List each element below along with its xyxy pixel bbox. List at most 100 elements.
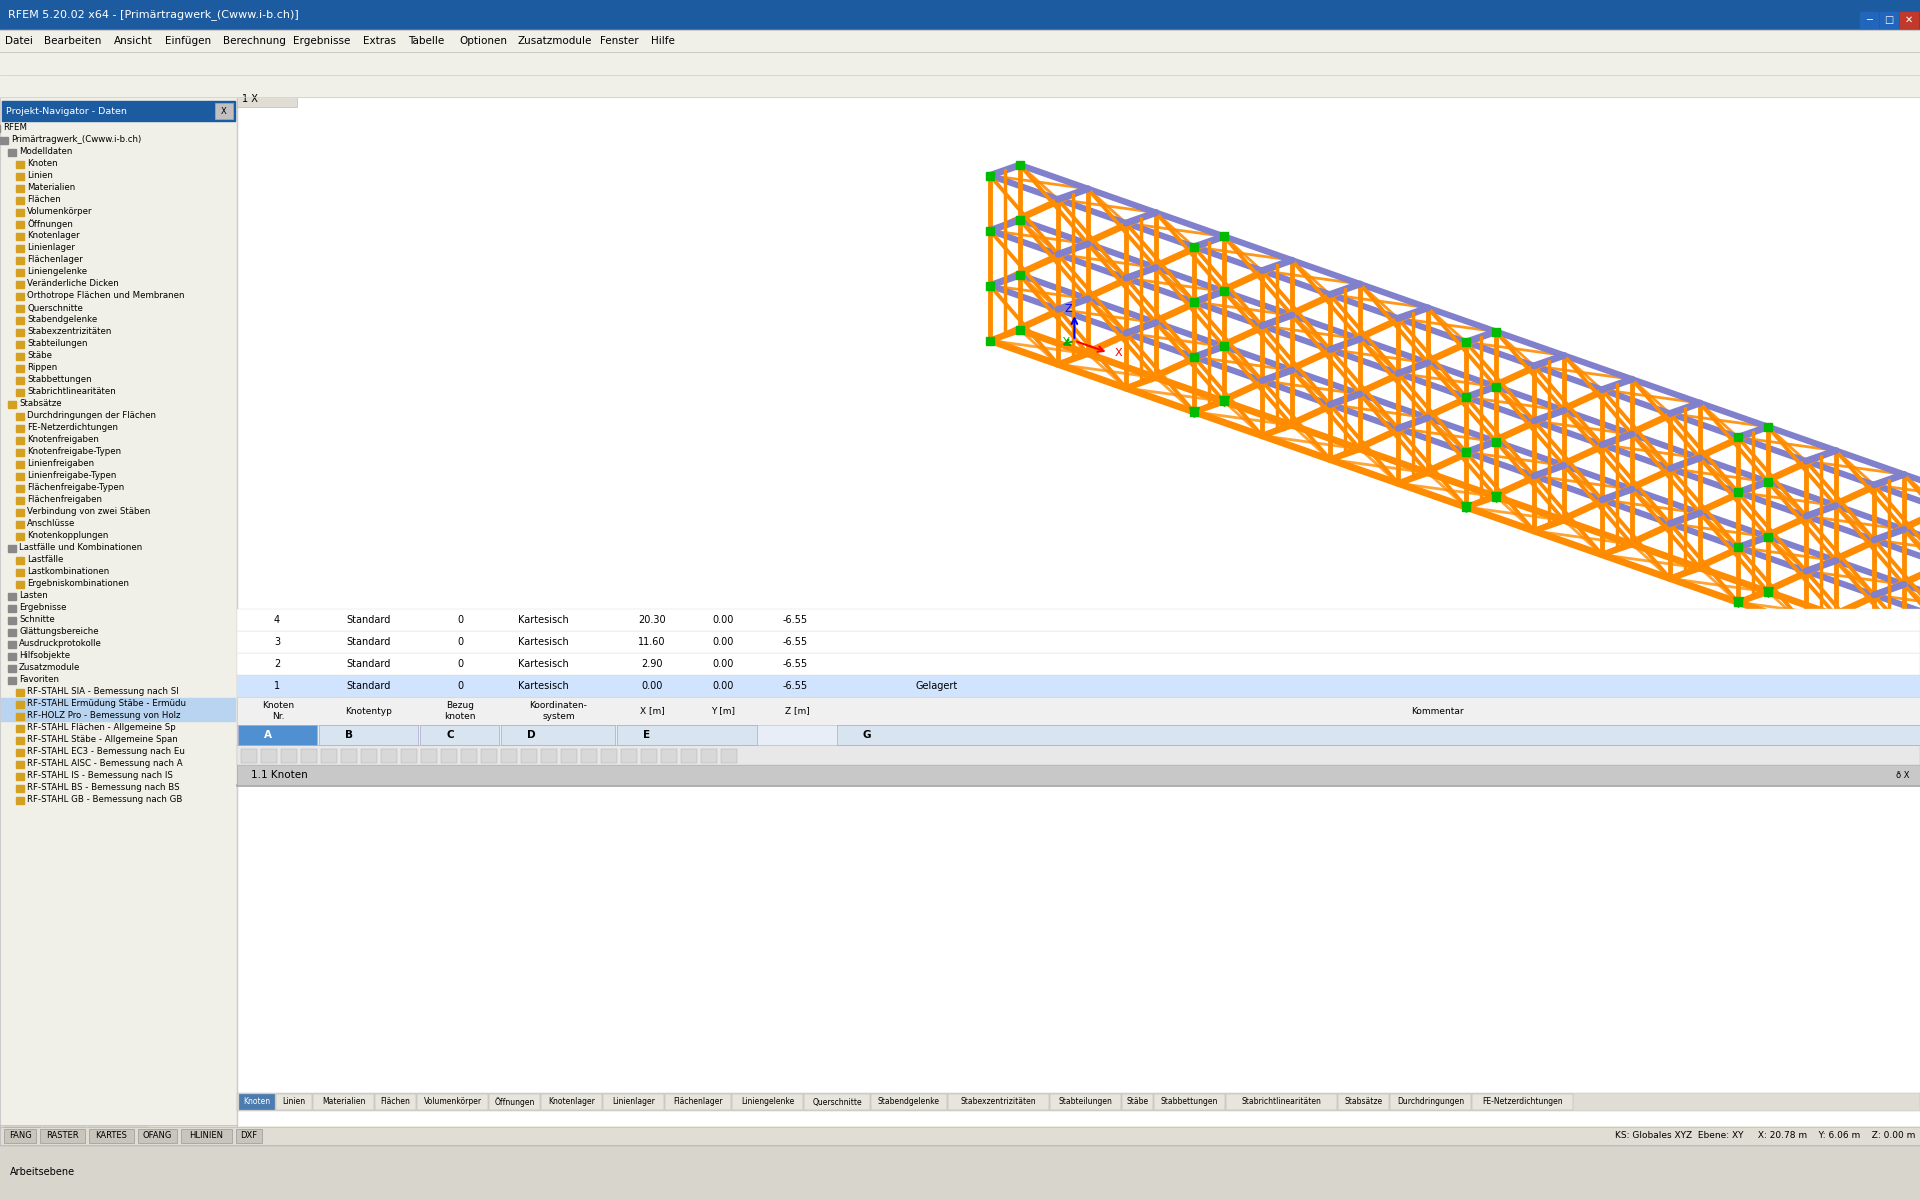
Text: Orthotrope Flächen und Membranen: Orthotrope Flächen und Membranen [27, 292, 184, 300]
Bar [8, 665, 15, 672]
Bar [236, 674, 1920, 697]
Bar [490, 1094, 540, 1110]
Text: Knotenkopplungen: Knotenkopplungen [27, 532, 108, 540]
Bar [1390, 1094, 1471, 1110]
Bar [319, 725, 419, 745]
Text: B: B [346, 730, 353, 740]
Bar [15, 293, 23, 300]
Bar [420, 725, 499, 745]
Text: RFEM 5.20.02 x64 - [Primärtragwerk_(Cwww.i-b.ch)]: RFEM 5.20.02 x64 - [Primärtragwerk_(Cwww… [8, 10, 300, 20]
Text: 0.00: 0.00 [712, 659, 733, 670]
Text: RF-STAHL EC3 - Bemessung nach Eu: RF-STAHL EC3 - Bemessung nach Eu [27, 748, 184, 756]
Text: E: E [643, 730, 651, 740]
Text: Flächenlager: Flächenlager [27, 256, 83, 264]
Bar [238, 725, 317, 745]
Bar [15, 473, 23, 480]
Text: 0.00: 0.00 [712, 680, 733, 691]
Bar [2, 101, 234, 121]
Text: DXF: DXF [240, 1132, 257, 1140]
Text: Liniengelenke: Liniengelenke [27, 268, 86, 276]
Text: RF-HOLZ Pro - Bemessung von Holz: RF-HOLZ Pro - Bemessung von Holz [27, 712, 180, 720]
Text: Kartesisch: Kartesisch [518, 680, 568, 691]
Text: X: X [1114, 348, 1121, 358]
Text: Favoriten: Favoriten [19, 676, 60, 684]
Bar [948, 1094, 1048, 1110]
Text: Standard: Standard [348, 680, 392, 691]
Text: RASTER: RASTER [46, 1132, 79, 1140]
Bar [701, 749, 716, 763]
Bar [236, 745, 1920, 766]
Text: Gelagert: Gelagert [916, 680, 958, 691]
Bar [4, 1127, 40, 1142]
Bar [561, 749, 578, 763]
Text: RF-STAHL Stäbe - Allgemeine Span: RF-STAHL Stäbe - Allgemeine Span [27, 736, 179, 744]
Bar [361, 749, 376, 763]
Text: Stabexzentrizitäten: Stabexzentrizitäten [27, 328, 111, 336]
Bar [301, 749, 317, 763]
Bar [15, 161, 23, 168]
Text: -6.55: -6.55 [783, 659, 808, 670]
Text: □: □ [1884, 14, 1893, 25]
Text: Öffnungen: Öffnungen [493, 1097, 534, 1106]
Text: Lasten: Lasten [19, 592, 48, 600]
Bar [520, 749, 538, 763]
Text: Lastkombinationen: Lastkombinationen [27, 568, 109, 576]
Bar [342, 749, 357, 763]
Text: KARTES: KARTES [96, 1132, 127, 1140]
Text: Knoten
Nr.: Knoten Nr. [261, 701, 294, 721]
Bar [236, 653, 1920, 674]
Text: Stabteilungen: Stabteilungen [1058, 1098, 1112, 1106]
Text: Zeigen: Zeigen [48, 1130, 81, 1140]
Text: Materialien: Materialien [323, 1098, 365, 1106]
Text: Fenster: Fenster [599, 36, 637, 46]
Bar [0, 97, 236, 1145]
Text: FE-Netzerdichtungen: FE-Netzerdichtungen [27, 424, 117, 432]
Bar [215, 103, 232, 119]
Text: Veränderliche Dicken: Veränderliche Dicken [27, 280, 119, 288]
Text: Schnitte: Schnitte [19, 616, 56, 624]
Text: -6.55: -6.55 [783, 614, 808, 625]
Bar [15, 329, 23, 336]
Text: Y: Y [1064, 337, 1069, 347]
Text: Stabexzentrizitäten: Stabexzentrizitäten [960, 1098, 1037, 1106]
Text: FE-Netzerdichtungen: FE-Netzerdichtungen [1482, 1098, 1563, 1106]
Text: Z: Z [1064, 305, 1071, 314]
Text: Primärtragwerk_(Cwww.i-b.ch): Primärtragwerk_(Cwww.i-b.ch) [12, 136, 142, 144]
Text: 1: 1 [275, 680, 280, 691]
Text: Bearbeiten: Bearbeiten [44, 36, 102, 46]
Bar [1901, 12, 1918, 28]
Text: Ansicht: Ansicht [113, 36, 154, 46]
Bar [15, 797, 23, 804]
Bar [1227, 1094, 1336, 1110]
Bar [380, 749, 397, 763]
Bar [15, 173, 23, 180]
Text: 0: 0 [457, 614, 463, 625]
Bar [501, 725, 614, 745]
Text: Stabrichtlinearitäten: Stabrichtlinearitäten [1242, 1098, 1321, 1106]
Text: Anschlüsse: Anschlüsse [27, 520, 75, 528]
Bar [15, 257, 23, 264]
Text: Knotenlager: Knotenlager [547, 1098, 595, 1106]
Bar [8, 593, 15, 600]
Text: G: G [862, 730, 872, 740]
Bar [682, 749, 697, 763]
Bar [1880, 12, 1899, 28]
Bar [15, 461, 23, 468]
Text: Ergebniskombinationen: Ergebniskombinationen [27, 580, 129, 588]
Bar [15, 485, 23, 492]
Bar [15, 581, 23, 588]
Bar [313, 1094, 374, 1110]
Bar [2, 698, 234, 709]
Text: Projekt-Navigator - Daten: Projekt-Navigator - Daten [6, 107, 127, 115]
Bar [1050, 1094, 1121, 1110]
Text: Ausdruckprotokolle: Ausdruckprotokolle [19, 640, 102, 648]
Bar [541, 1094, 603, 1110]
Text: RFEM: RFEM [4, 124, 27, 132]
Text: RF-STAHL IS - Bemessung nach IS: RF-STAHL IS - Bemessung nach IS [27, 772, 173, 780]
Text: Knoten: Knoten [244, 1098, 271, 1106]
Bar [15, 725, 23, 732]
Text: Kartesisch: Kartesisch [518, 614, 568, 625]
Bar [88, 1127, 148, 1142]
Bar [461, 749, 476, 763]
Bar [15, 773, 23, 780]
